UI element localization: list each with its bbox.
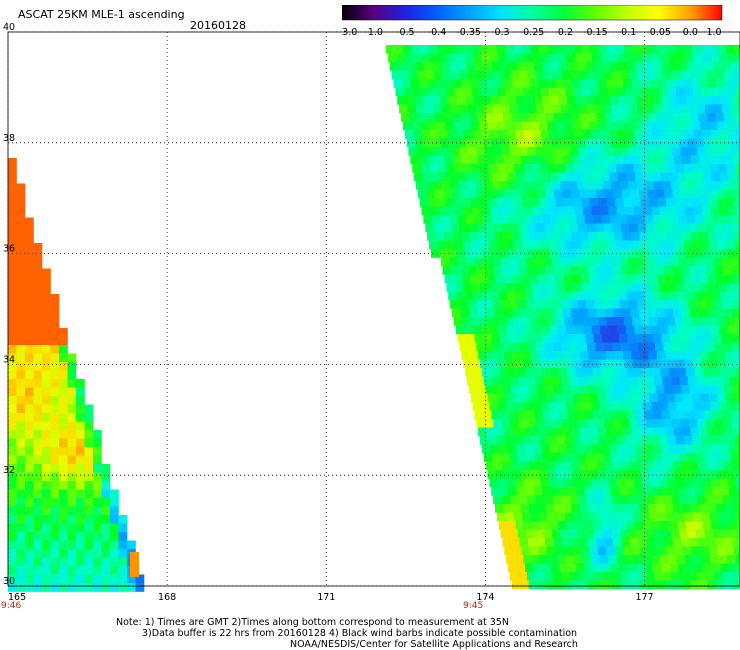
latitude-tick-label: 34: [3, 354, 15, 365]
latitude-tick-label: 32: [3, 465, 15, 476]
longitude-tick-label: 171: [317, 592, 335, 603]
longitude-tick-label: 168: [158, 592, 176, 603]
latitude-tick-label: 30: [3, 576, 15, 587]
longitude-tick-label: 177: [635, 592, 653, 603]
longitude-tick-label: 174: [476, 592, 494, 603]
latitude-tick-label: 40: [3, 22, 15, 33]
latitude-tick-label: 36: [3, 244, 15, 255]
longitude-tick-label: 165: [8, 592, 26, 603]
right-swath-time: 9:45: [463, 601, 484, 611]
note-line-2: 3)Data buffer is 22 hrs from 20160128 4)…: [142, 628, 578, 639]
note-line-1: Note: 1) Times are GMT 2)Times along bot…: [116, 617, 509, 628]
wind-swath-cells: [8, 45, 740, 592]
swath-map: 165 168 171 174 177 40 38 36 34 32 30: [3, 22, 740, 603]
latitude-tick-label: 38: [3, 133, 15, 144]
product-date: 20160128: [190, 19, 246, 32]
left-swath-time: 9:46: [1, 601, 22, 611]
note-line-3: NOAA/NESDIS/Center for Satellite Applica…: [290, 639, 578, 650]
color-scale-gradient: [342, 5, 723, 21]
product-title: ASCAT 25KM MLE-1 ascending: [18, 8, 185, 21]
